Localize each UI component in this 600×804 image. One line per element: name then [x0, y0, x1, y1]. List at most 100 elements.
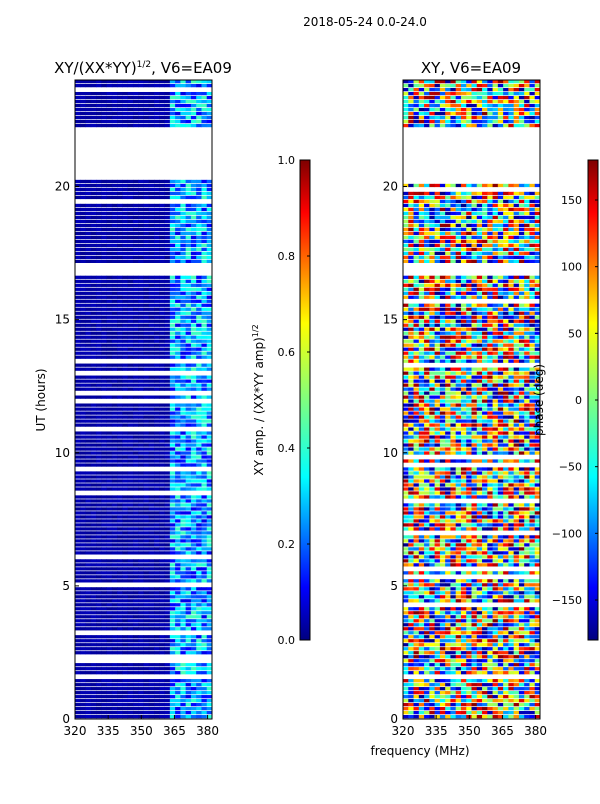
- heatmap-cell: [107, 312, 113, 315]
- heatmap-cell: [96, 344, 102, 347]
- heatmap-cell: [477, 659, 483, 662]
- heatmap-cell: [96, 439, 102, 442]
- heatmap-cell: [122, 599, 128, 602]
- heatmap-cell: [424, 479, 430, 482]
- heatmap-cell: [191, 419, 197, 422]
- heatmap-cell: [112, 288, 118, 291]
- heatmap-cell: [503, 443, 509, 446]
- heatmap-cell: [75, 208, 81, 211]
- heatmap-cell: [519, 523, 525, 526]
- heatmap-cell: [144, 304, 150, 307]
- heatmap-cell: [498, 491, 504, 494]
- heatmap-cell: [461, 555, 467, 558]
- heatmap-cell: [101, 192, 107, 195]
- heatmap-cell: [408, 495, 414, 498]
- heatmap-cell: [175, 687, 181, 690]
- heatmap-cell: [180, 236, 186, 239]
- heatmap-cell: [201, 435, 207, 438]
- heatmap-cell: [191, 639, 197, 642]
- heatmap-cell: [414, 623, 420, 626]
- heatmap-cell: [154, 515, 160, 518]
- heatmap-cell: [450, 523, 456, 526]
- heatmap-cell: [138, 288, 144, 291]
- heatmap-cell: [96, 475, 102, 478]
- heatmap-cell: [112, 663, 118, 666]
- heatmap-cell: [170, 635, 176, 638]
- heatmap-cell: [180, 635, 186, 638]
- heatmap-cell: [482, 703, 488, 706]
- heatmap-cell: [112, 575, 118, 578]
- heatmap-cell: [482, 663, 488, 666]
- heatmap-cell: [180, 184, 186, 187]
- heatmap-cell: [91, 216, 97, 219]
- heatmap-cell: [508, 635, 514, 638]
- heatmap-cell: [180, 687, 186, 690]
- heatmap-cell: [186, 388, 192, 391]
- heatmap-cell: [91, 300, 97, 303]
- heatmap-cell: [498, 511, 504, 514]
- heatmap-cell: [138, 663, 144, 666]
- heatmap-cell: [186, 204, 192, 207]
- heatmap-cell: [112, 543, 118, 546]
- heatmap-cell: [196, 188, 202, 191]
- heatmap-cell: [112, 511, 118, 514]
- heatmap-cell: [529, 479, 535, 482]
- heatmap-cell: [122, 403, 128, 406]
- heatmap-cell: [493, 623, 499, 626]
- heatmap-cell: [159, 244, 165, 247]
- heatmap-cell: [408, 447, 414, 450]
- heatmap-cell: [128, 252, 134, 255]
- heatmap-cell: [472, 711, 478, 714]
- heatmap-cell: [180, 423, 186, 426]
- heatmap-cell: [175, 667, 181, 670]
- heatmap-cell: [429, 507, 435, 510]
- heatmap-cell: [429, 639, 435, 642]
- heatmap-cell: [165, 328, 171, 331]
- heatmap-cell: [191, 443, 197, 446]
- heatmap-cell: [149, 543, 155, 546]
- heatmap-cell: [170, 523, 176, 526]
- heatmap-cell: [165, 84, 171, 87]
- heatmap-cell: [122, 208, 128, 211]
- heatmap-cell: [414, 699, 420, 702]
- heatmap-cell: [122, 615, 128, 618]
- heatmap-cell: [86, 575, 92, 578]
- heatmap-cell: [117, 407, 123, 410]
- heatmap-cell: [122, 431, 128, 434]
- heatmap-cell: [101, 479, 107, 482]
- heatmap-cell: [112, 104, 118, 107]
- heatmap-cell: [154, 352, 160, 355]
- heatmap-cell: [419, 599, 425, 602]
- heatmap-cell: [122, 579, 128, 582]
- heatmap-cell: [154, 396, 160, 399]
- heatmap-cell: [112, 707, 118, 710]
- heatmap-cell: [133, 276, 139, 279]
- heatmap-cell: [519, 691, 525, 694]
- heatmap-cell: [128, 236, 134, 239]
- heatmap-cell: [524, 695, 530, 698]
- heatmap-cell: [128, 563, 134, 566]
- heatmap-cell: [408, 555, 414, 558]
- heatmap-cell: [154, 276, 160, 279]
- heatmap-cell: [165, 683, 171, 686]
- heatmap-cell: [149, 471, 155, 474]
- heatmap-cell: [133, 543, 139, 546]
- heatmap-cell: [456, 647, 462, 650]
- heatmap-cell: [165, 475, 171, 478]
- heatmap-cell: [128, 84, 134, 87]
- heatmap-cell: [75, 503, 81, 506]
- heatmap-cell: [191, 92, 197, 95]
- heatmap-cell: [107, 635, 113, 638]
- heatmap-cell: [196, 451, 202, 454]
- heatmap-cell: [175, 300, 181, 303]
- heatmap-cell: [80, 180, 86, 183]
- heatmap-cell: [133, 575, 139, 578]
- heatmap-cell: [86, 503, 92, 506]
- heatmap-cell: [80, 403, 86, 406]
- heatmap-cell: [482, 691, 488, 694]
- heatmap-cell: [133, 523, 139, 526]
- heatmap-cell: [191, 320, 197, 323]
- heatmap-cell: [180, 244, 186, 247]
- heatmap-cell: [133, 304, 139, 307]
- heatmap-cell: [112, 328, 118, 331]
